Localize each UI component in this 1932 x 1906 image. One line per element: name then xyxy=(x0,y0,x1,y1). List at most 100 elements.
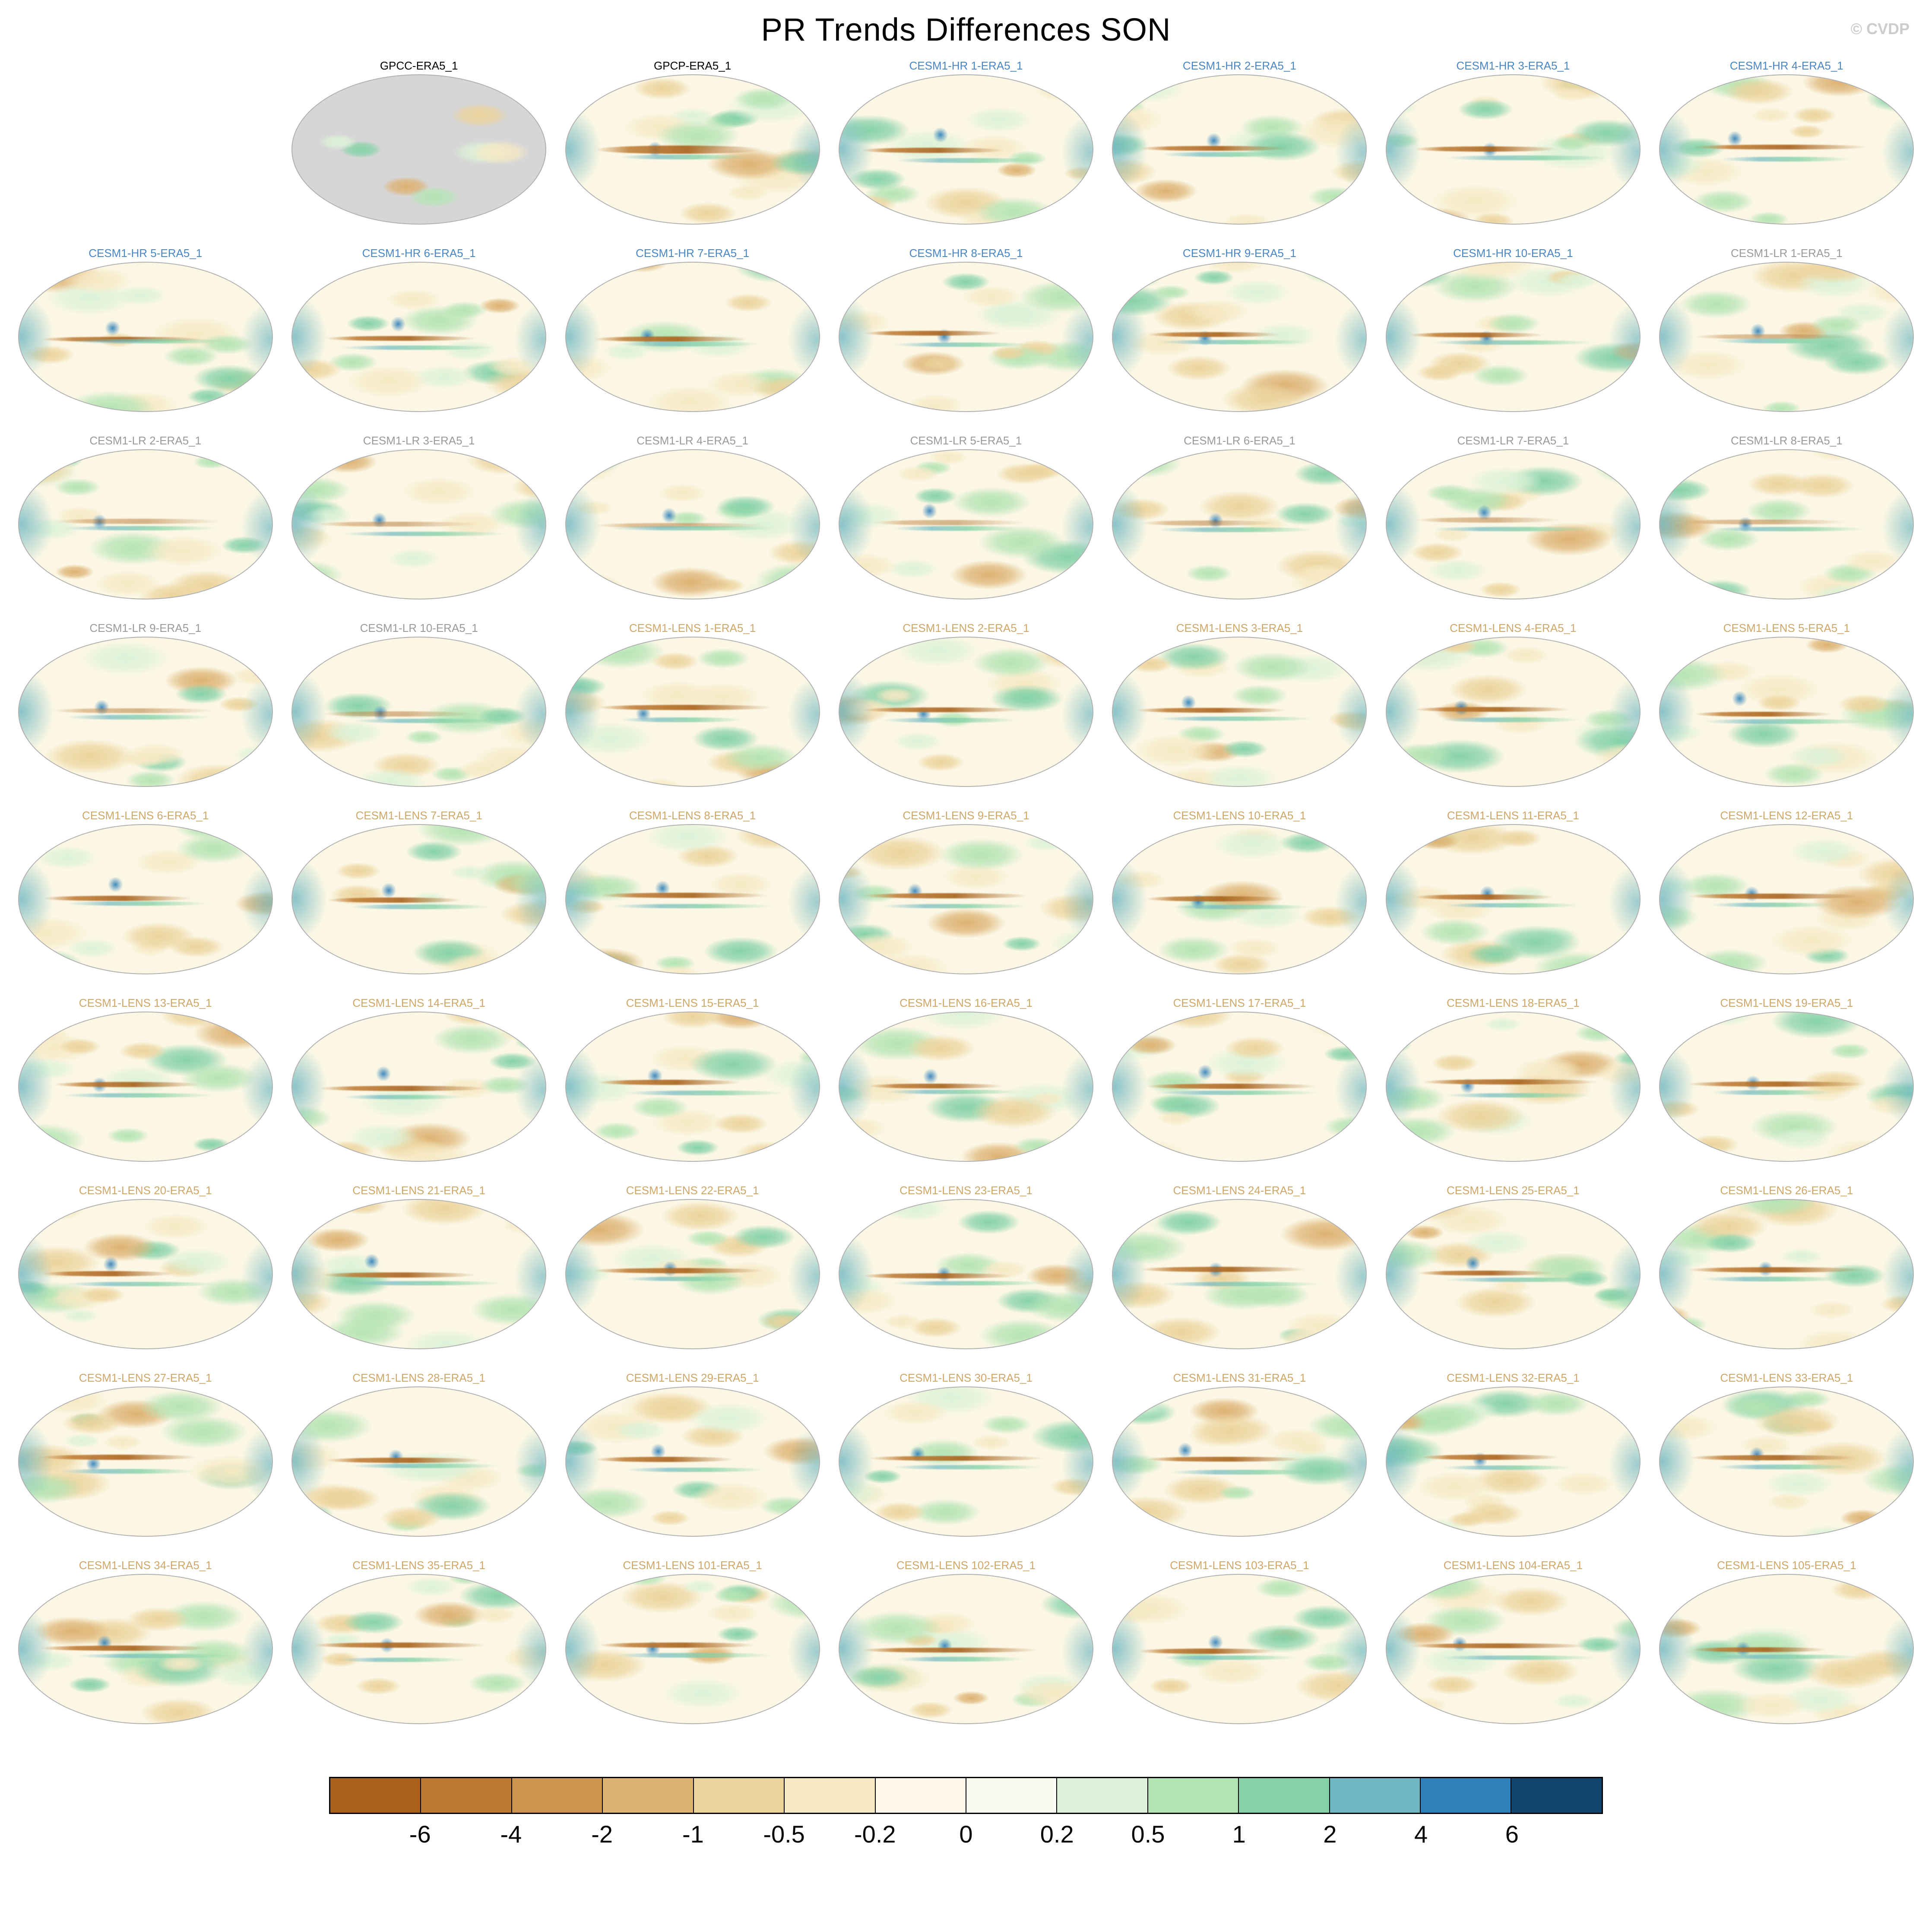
panel-label: CESM1-LENS 6-ERA5_1 xyxy=(82,809,209,822)
equatorial-band xyxy=(1147,332,1280,337)
panel-label: CESM1-HR 9-ERA5_1 xyxy=(1182,247,1296,260)
map-panel: CESM1-LENS 35-ERA5_1 xyxy=(282,1558,555,1746)
teal-band xyxy=(70,339,228,344)
map-panel: CESM1-HR 3-ERA5_1 xyxy=(1376,59,1650,246)
map-panel: CESM1-LENS 31-ERA5_1 xyxy=(1103,1371,1376,1558)
map-panel: CESM1-HR 4-ERA5_1 xyxy=(1650,59,1923,246)
colorbar-segment xyxy=(1148,1778,1239,1813)
colorbar-tick-label: 6 xyxy=(1505,1820,1519,1848)
colorbar-tick-label: -0.5 xyxy=(763,1820,805,1848)
teal-band xyxy=(881,904,1027,909)
teal-band xyxy=(620,342,760,346)
panel-label: CESM1-LENS 104-ERA5_1 xyxy=(1443,1559,1583,1572)
map-panel: CESM1-LENS 102-ERA5_1 xyxy=(829,1558,1102,1746)
panel-label: CESM1-LENS 9-ERA5_1 xyxy=(903,809,1029,822)
equatorial-band xyxy=(863,707,1022,713)
map-panel: CESM1-LENS 18-ERA5_1 xyxy=(1376,996,1650,1183)
panel-label: CESM1-LENS 28-ERA5_1 xyxy=(352,1371,486,1384)
world-map xyxy=(1659,1386,1914,1537)
panel-label: CESM1-LENS 101-ERA5_1 xyxy=(623,1559,762,1572)
equatorial-band xyxy=(1687,1081,1866,1087)
panel-label: CESM1-LENS 1-ERA5_1 xyxy=(629,622,756,634)
equatorial-band xyxy=(860,147,1005,153)
figure-title: PR Trends Differences SON xyxy=(761,12,1171,48)
world-map xyxy=(1385,637,1641,787)
teal-band xyxy=(349,904,490,909)
equatorial-band xyxy=(1141,520,1278,526)
equatorial-band xyxy=(1421,1079,1599,1085)
teal-band xyxy=(612,904,773,909)
panel-label: CESM1-LENS 27-ERA5_1 xyxy=(79,1371,212,1384)
equatorial-band xyxy=(1138,1648,1277,1654)
map-panel: CESM1-LENS 15-ERA5_1 xyxy=(556,996,829,1183)
panel-label: CESM1-HR 8-ERA5_1 xyxy=(909,247,1023,260)
colorbar-segment xyxy=(421,1778,512,1813)
equatorial-band xyxy=(1140,1267,1307,1272)
equatorial-band xyxy=(868,1083,1004,1089)
map-panel: CESM1-LENS 17-ERA5_1 xyxy=(1103,996,1376,1183)
teal-band xyxy=(1716,339,1845,343)
map-panel: CESM1-LR 2-ERA5_1 xyxy=(9,434,282,621)
equatorial-band xyxy=(1694,144,1869,150)
map-panel: CESM1-LENS 1-ERA5_1 xyxy=(556,621,829,809)
map-panel: CESM1-HR 2-ERA5_1 xyxy=(1103,59,1376,246)
teal-band xyxy=(1441,717,1581,722)
panel-label: CESM1-LENS 5-ERA5_1 xyxy=(1723,622,1850,634)
teal-band xyxy=(1703,1277,1841,1281)
map-panel: CESM1-LENS 7-ERA5_1 xyxy=(282,809,555,996)
teal-band xyxy=(352,718,507,723)
teal-band xyxy=(626,1091,784,1095)
map-panel: CESM1-LR 6-ERA5_1 xyxy=(1103,434,1376,621)
panel-label: CESM1-LR 4-ERA5_1 xyxy=(637,434,748,447)
panel-label: GPCP-ERA5_1 xyxy=(653,59,732,72)
teal-band xyxy=(1711,526,1866,531)
colorbar-segment xyxy=(694,1778,785,1813)
colorbar-segment xyxy=(512,1778,603,1813)
world-map xyxy=(1659,1199,1914,1349)
panel-label: CESM1-LENS 17-ERA5_1 xyxy=(1173,996,1306,1009)
colorbar-tick-label: 0.2 xyxy=(1040,1820,1074,1848)
world-map xyxy=(838,1012,1093,1162)
map-panel: CESM1-LENS 16-ERA5_1 xyxy=(829,996,1102,1183)
equatorial-band xyxy=(1687,1267,1865,1272)
teal-band xyxy=(337,1657,466,1662)
teal-band xyxy=(342,1094,466,1100)
world-map xyxy=(838,1386,1093,1537)
panel-label: CESM1-HR 2-ERA5_1 xyxy=(1182,59,1296,72)
panel-label: CESM1-LR 7-ERA5_1 xyxy=(1457,434,1569,447)
teal-band xyxy=(60,1469,195,1474)
world-map xyxy=(18,637,273,787)
map-panel: CESM1-LENS 11-ERA5_1 xyxy=(1376,809,1650,996)
teal-band xyxy=(1161,1281,1323,1286)
panel-label: CESM1-LR 10-ERA5_1 xyxy=(360,622,478,634)
world-map xyxy=(1112,824,1367,974)
teal-band xyxy=(1156,527,1314,532)
teal-band xyxy=(1158,339,1310,344)
panel-label: CESM1-LENS 7-ERA5_1 xyxy=(355,809,482,822)
panel-label: CESM1-LENS 14-ERA5_1 xyxy=(352,996,486,1009)
panel-label: CESM1-LENS 33-ERA5_1 xyxy=(1720,1371,1853,1384)
map-panel: CESM1-LENS 27-ERA5_1 xyxy=(9,1371,282,1558)
panel-label: CESM1-LENS 29-ERA5_1 xyxy=(626,1371,759,1384)
colorbar-segment xyxy=(1239,1778,1330,1813)
map-panel: CESM1-LR 7-ERA5_1 xyxy=(1376,434,1650,621)
teal-band xyxy=(892,1465,1043,1469)
teal-band xyxy=(1442,1465,1573,1470)
equatorial-band xyxy=(1147,1084,1318,1089)
equatorial-band xyxy=(1414,707,1572,712)
equatorial-band xyxy=(1694,711,1833,717)
world-map xyxy=(565,824,820,974)
world-map xyxy=(1385,1199,1641,1349)
teal-band xyxy=(883,718,1017,723)
equatorial-band xyxy=(327,897,463,903)
colorbar-segments xyxy=(329,1777,1603,1814)
teal-band xyxy=(1720,157,1852,162)
teal-band xyxy=(1446,155,1609,160)
colorbar-segment xyxy=(966,1778,1058,1813)
equatorial-band xyxy=(598,1642,757,1648)
equatorial-band xyxy=(1415,517,1563,523)
panel-label: CESM1-LENS 4-ERA5_1 xyxy=(1450,622,1577,634)
map-panel: CESM1-LENS 30-ERA5_1 xyxy=(829,1371,1102,1558)
teal-band xyxy=(1440,1655,1597,1660)
equatorial-band xyxy=(595,1457,735,1462)
